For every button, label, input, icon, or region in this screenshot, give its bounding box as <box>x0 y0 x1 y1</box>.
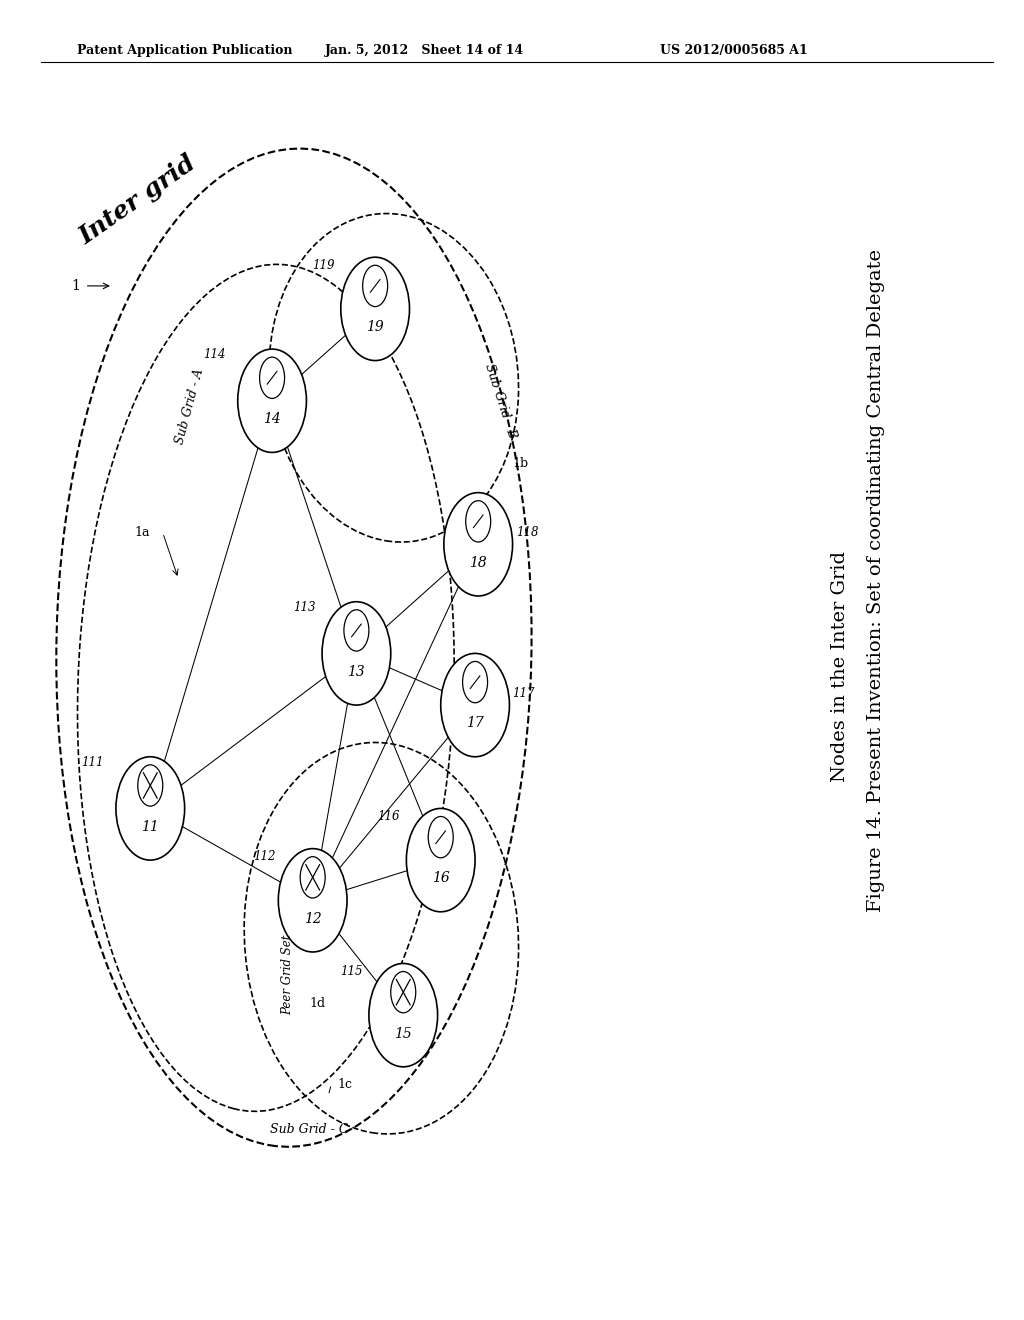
Ellipse shape <box>428 817 454 858</box>
Text: Sub Grid - C: Sub Grid - C <box>270 1123 349 1137</box>
Text: 17: 17 <box>466 717 484 730</box>
Ellipse shape <box>391 972 416 1012</box>
Ellipse shape <box>362 265 388 306</box>
Ellipse shape <box>407 808 475 912</box>
Text: 1: 1 <box>71 279 80 293</box>
Ellipse shape <box>322 602 391 705</box>
Ellipse shape <box>238 348 306 453</box>
Ellipse shape <box>443 492 513 597</box>
Text: 1d: 1d <box>309 997 326 1010</box>
Text: Sub Grid - A: Sub Grid - A <box>173 367 206 446</box>
Text: 1b: 1b <box>513 458 528 470</box>
Text: US 2012/0005685 A1: US 2012/0005685 A1 <box>660 44 808 57</box>
Text: 113: 113 <box>293 601 315 614</box>
Text: Patent Application Publication: Patent Application Publication <box>77 44 292 57</box>
Text: Sub Grid - B: Sub Grid - B <box>482 362 518 440</box>
Text: 11: 11 <box>141 820 159 834</box>
Text: Figure 14. Present Invention: Set of coordinating Central Delegate: Figure 14. Present Invention: Set of coo… <box>866 249 885 912</box>
Text: 118: 118 <box>516 527 539 540</box>
Text: 13: 13 <box>347 665 366 678</box>
Ellipse shape <box>300 857 326 898</box>
Text: 119: 119 <box>312 259 335 272</box>
Text: Jan. 5, 2012   Sheet 14 of 14: Jan. 5, 2012 Sheet 14 of 14 <box>326 44 524 57</box>
Text: Inter grid: Inter grid <box>75 150 201 249</box>
Ellipse shape <box>116 756 184 861</box>
Text: 16: 16 <box>432 871 450 886</box>
Text: 15: 15 <box>394 1027 412 1040</box>
Ellipse shape <box>440 653 510 756</box>
Text: 1a: 1a <box>135 527 151 540</box>
Text: 116: 116 <box>378 810 400 822</box>
Ellipse shape <box>138 764 163 807</box>
Text: 115: 115 <box>340 965 362 978</box>
Text: 111: 111 <box>81 756 103 770</box>
Ellipse shape <box>466 500 490 543</box>
Text: 117: 117 <box>513 688 536 700</box>
Ellipse shape <box>463 661 487 702</box>
Text: 18: 18 <box>469 556 487 570</box>
Text: Peer Grid Set: Peer Grid Set <box>282 935 294 1015</box>
Ellipse shape <box>279 849 347 952</box>
Ellipse shape <box>344 610 369 651</box>
Text: 112: 112 <box>253 850 275 863</box>
Text: 1c: 1c <box>338 1077 352 1090</box>
Text: Nodes in the Inter Grid: Nodes in the Inter Grid <box>830 552 849 781</box>
Text: 12: 12 <box>304 912 322 925</box>
Text: 114: 114 <box>203 348 225 362</box>
Text: 14: 14 <box>263 412 281 426</box>
Ellipse shape <box>369 964 437 1067</box>
Ellipse shape <box>260 358 285 399</box>
Text: 19: 19 <box>367 321 384 334</box>
Ellipse shape <box>341 257 410 360</box>
